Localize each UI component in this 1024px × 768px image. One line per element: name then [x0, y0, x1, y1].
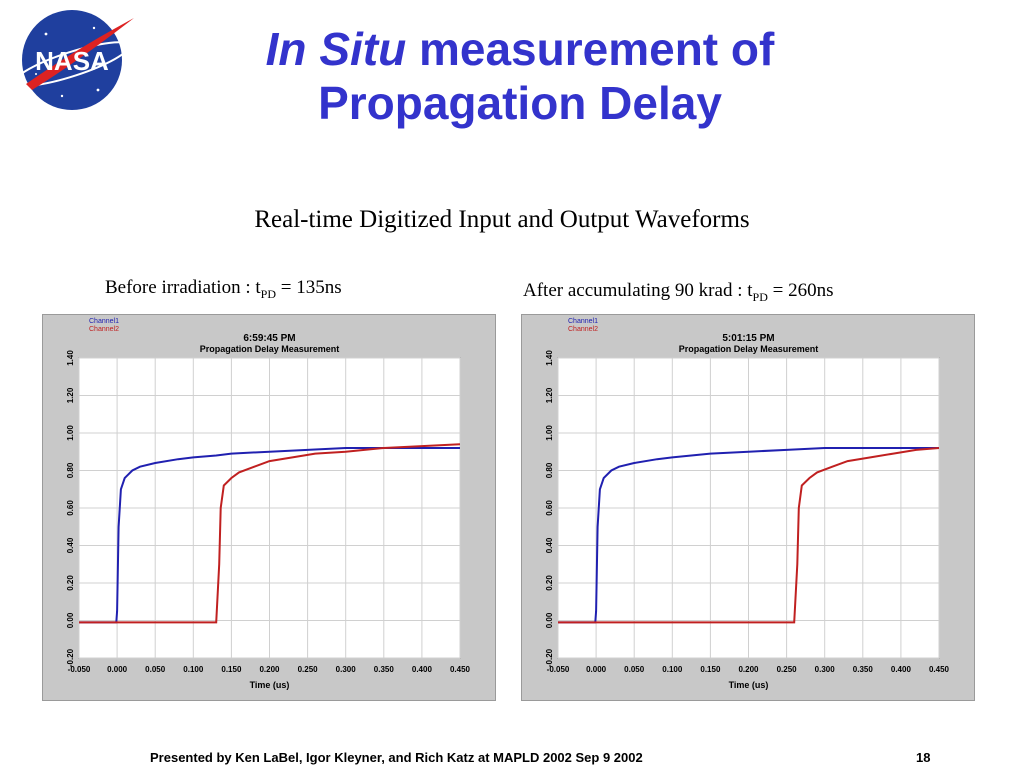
y-tick-label: -0.20 [66, 648, 75, 667]
x-tick-label: 0.250 [298, 665, 319, 674]
y-tick-label: 0.80 [545, 462, 554, 478]
title-line1: measurement of [406, 23, 775, 75]
y-tick-label: 0.20 [545, 575, 554, 591]
x-tick-label: 0.050 [624, 665, 645, 674]
x-tick-label: 0.150 [700, 665, 721, 674]
y-tick-label: 1.20 [545, 387, 554, 403]
x-tick-label: 0.250 [777, 665, 798, 674]
x-tick-label: 0.300 [336, 665, 357, 674]
chart-before-svg: -0.050 0.000 0.050 0.100 0.150 0.200 0.250 0.30… [66, 318, 471, 690]
page-number: 18 [916, 750, 931, 765]
x-axis-label: Time (us) [729, 680, 769, 690]
chart-after-svg: -0.050 0.000 0.050 0.100 0.150 0.200 0.250 0.30… [545, 318, 950, 690]
x-tick-label: 0.000 [586, 665, 607, 674]
legend-entry: Channel1 [89, 318, 119, 325]
caption-before: Before irradiation : tPD = 135ns [105, 277, 342, 302]
chart-before-irradiation: -0.050 0.000 0.050 0.100 0.150 0.200 0.250 0.30… [42, 314, 496, 701]
x-axis-label: Time (us) [250, 680, 290, 690]
y-tick-label: 1.00 [66, 425, 75, 441]
y-tick-label: 0.80 [66, 462, 75, 478]
y-tick-label: 0.00 [66, 612, 75, 628]
nasa-logo: NASA [6, 4, 138, 114]
y-tick-label: 0.60 [545, 500, 554, 516]
svg-text:NASA: NASA [35, 46, 109, 76]
legend-entry: Channel1 [568, 318, 598, 325]
legend-entry: Channel2 [89, 326, 119, 333]
y-tick-label: 1.40 [66, 350, 75, 366]
caption-after-suffix: = 260ns [767, 280, 834, 301]
y-tick-label: -0.20 [545, 648, 554, 667]
legend-entry: Channel2 [568, 326, 598, 333]
caption-before-sub: PD [260, 286, 276, 301]
y-tick-label: 1.40 [545, 350, 554, 366]
subtitle: Real-time Digitized Input and Output Wav… [254, 206, 750, 233]
series-line [558, 447, 940, 624]
y-tick-label: 1.20 [66, 387, 75, 403]
chart-after-irradiation: -0.050 0.000 0.050 0.100 0.150 0.200 0.250 0.30… [521, 314, 975, 701]
x-tick-label: 0.400 [891, 665, 912, 674]
x-tick-label: 0.350 [374, 665, 395, 674]
x-tick-label: 0.200 [259, 665, 280, 674]
footer-credit: Presented by Ken LaBel, Igor Kleyner, an… [150, 750, 643, 765]
y-tick-label: 1.00 [545, 425, 554, 441]
x-tick-label: 0.450 [450, 665, 471, 674]
x-tick-label: 0.100 [183, 665, 204, 674]
title-line2: Propagation Delay [318, 77, 722, 129]
x-tick-label: 0.450 [929, 665, 950, 674]
chart-title: Propagation Delay Measurement [679, 344, 819, 354]
x-tick-label: 0.300 [815, 665, 836, 674]
y-tick-label: 0.40 [66, 537, 75, 553]
x-tick-label: 0.150 [221, 665, 242, 674]
x-tick-label: 0.000 [107, 665, 128, 674]
caption-after-prefix: After accumulating 90 krad : t [523, 280, 753, 301]
page-title: In Situ measurement of Propagation Delay [150, 22, 890, 130]
series-line [558, 447, 939, 624]
x-tick-label: -0.050 [68, 665, 91, 674]
x-tick-label: 0.350 [853, 665, 874, 674]
x-tick-label: -0.050 [547, 665, 570, 674]
chart-title: Propagation Delay Measurement [200, 344, 340, 354]
x-tick-label: 0.400 [412, 665, 433, 674]
series-line [79, 443, 461, 624]
y-tick-label: 0.20 [66, 575, 75, 591]
series-line [79, 447, 460, 624]
x-tick-label: 0.050 [145, 665, 166, 674]
caption-before-prefix: Before irradiation : t [105, 277, 261, 298]
chart-timestamp: 5:01:15 PM [722, 333, 774, 344]
caption-before-suffix: = 135ns [275, 277, 342, 298]
y-tick-label: 0.60 [66, 500, 75, 516]
caption-after: After accumulating 90 krad : tPD = 260ns [523, 280, 833, 305]
title-italic: In Situ [265, 23, 407, 75]
chart-timestamp: 6:59:45 PM [243, 333, 295, 344]
x-tick-label: 0.200 [738, 665, 759, 674]
y-tick-label: 0.00 [545, 612, 554, 628]
x-tick-label: 0.100 [662, 665, 683, 674]
y-tick-label: 0.40 [545, 537, 554, 553]
caption-after-sub: PD [752, 289, 768, 304]
